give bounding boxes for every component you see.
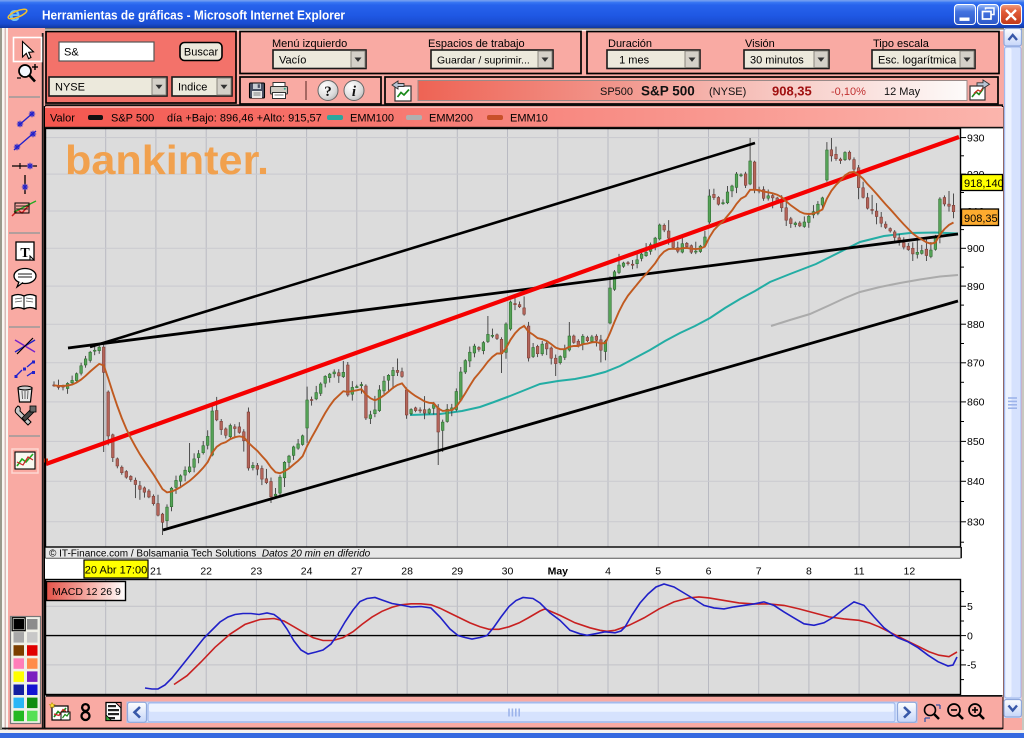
svg-text:6: 6 bbox=[706, 566, 712, 578]
svg-text:5: 5 bbox=[655, 566, 661, 578]
svg-text:-0,10%: -0,10% bbox=[831, 86, 866, 98]
svg-text:Valor: Valor bbox=[50, 113, 75, 125]
svg-text:MACD 12 26 9: MACD 12 26 9 bbox=[52, 586, 121, 598]
svg-text:840: 840 bbox=[967, 476, 985, 488]
svg-text:20 Abr 17:00: 20 Abr 17:00 bbox=[85, 565, 147, 577]
svg-text:May: May bbox=[548, 566, 569, 578]
svg-text:EMM10: EMM10 bbox=[510, 113, 548, 125]
svg-text:Esc. logarítmica: Esc. logarítmica bbox=[878, 54, 957, 66]
svg-text:23: 23 bbox=[251, 566, 263, 578]
svg-text:S&: S& bbox=[64, 47, 79, 59]
svg-text:Buscar: Buscar bbox=[184, 47, 219, 59]
svg-text:-5: -5 bbox=[967, 660, 976, 672]
svg-text:870: 870 bbox=[967, 358, 985, 370]
svg-text:11: 11 bbox=[854, 566, 865, 578]
svg-text:850: 850 bbox=[967, 436, 985, 448]
svg-text:930: 930 bbox=[967, 132, 985, 144]
svg-text:918,140: 918,140 bbox=[964, 178, 1004, 190]
svg-text:Tipo escala: Tipo escala bbox=[873, 38, 930, 50]
svg-text:e: e bbox=[9, 4, 20, 26]
svg-text:27: 27 bbox=[351, 566, 363, 578]
svg-text:(NYSE): (NYSE) bbox=[709, 86, 746, 98]
svg-text:880: 880 bbox=[967, 319, 985, 331]
svg-text:Vacío: Vacío bbox=[279, 54, 306, 66]
svg-text:890: 890 bbox=[967, 281, 985, 293]
svg-text:bankinter.: bankinter. bbox=[65, 137, 269, 183]
svg-text:908,35: 908,35 bbox=[772, 84, 812, 99]
svg-text:0: 0 bbox=[967, 630, 973, 642]
svg-text:30: 30 bbox=[502, 566, 514, 578]
svg-text:Menú izquierdo: Menú izquierdo bbox=[272, 38, 347, 50]
svg-text:900: 900 bbox=[967, 243, 985, 255]
svg-text:?: ? bbox=[324, 84, 332, 100]
svg-text:29: 29 bbox=[451, 566, 463, 578]
svg-text:908,35: 908,35 bbox=[964, 213, 998, 225]
svg-text:Espacios de trabajo: Espacios de trabajo bbox=[428, 38, 525, 50]
svg-text:12: 12 bbox=[904, 566, 916, 578]
svg-text:S&P 500: S&P 500 bbox=[641, 84, 695, 99]
svg-text:Guardar / suprimir...: Guardar / suprimir... bbox=[437, 54, 530, 66]
svg-text:SP500: SP500 bbox=[600, 86, 633, 98]
svg-text:24: 24 bbox=[301, 566, 313, 578]
svg-text:EMM200: EMM200 bbox=[429, 113, 473, 125]
svg-text:8: 8 bbox=[806, 566, 812, 578]
svg-text:860: 860 bbox=[967, 397, 985, 409]
svg-text:7: 7 bbox=[756, 566, 762, 578]
svg-text:1 mes: 1 mes bbox=[613, 54, 650, 66]
svg-text:Duración: Duración bbox=[608, 38, 652, 50]
svg-text:Indice: Indice bbox=[178, 82, 207, 94]
svg-text:EMM100: EMM100 bbox=[350, 113, 394, 125]
svg-text:30 minutos: 30 minutos bbox=[750, 54, 804, 66]
svg-text:NYSE: NYSE bbox=[55, 82, 85, 94]
svg-text:i: i bbox=[352, 84, 357, 100]
svg-text:5: 5 bbox=[967, 601, 973, 613]
svg-text:Herramientas de gráficas - Mic: Herramientas de gráficas - Microsoft Int… bbox=[42, 8, 345, 23]
svg-text:S&P 500: S&P 500 bbox=[111, 113, 154, 125]
svg-text:22: 22 bbox=[200, 566, 212, 578]
svg-text:830: 830 bbox=[967, 517, 985, 529]
svg-text:© IT-Finance.com / Bolsamania: © IT-Finance.com / Bolsamania Tech Solut… bbox=[49, 549, 371, 560]
svg-text:21: 21 bbox=[150, 566, 162, 578]
svg-text:12 May: 12 May bbox=[884, 86, 921, 98]
svg-text:T: T bbox=[20, 246, 30, 261]
svg-text:28: 28 bbox=[401, 566, 413, 578]
svg-text:día +Bajo: 896,46 +Alto: 915,5: día +Bajo: 896,46 +Alto: 915,57 bbox=[167, 113, 322, 125]
svg-text:Visión: Visión bbox=[745, 38, 775, 50]
svg-text:4: 4 bbox=[605, 566, 611, 578]
